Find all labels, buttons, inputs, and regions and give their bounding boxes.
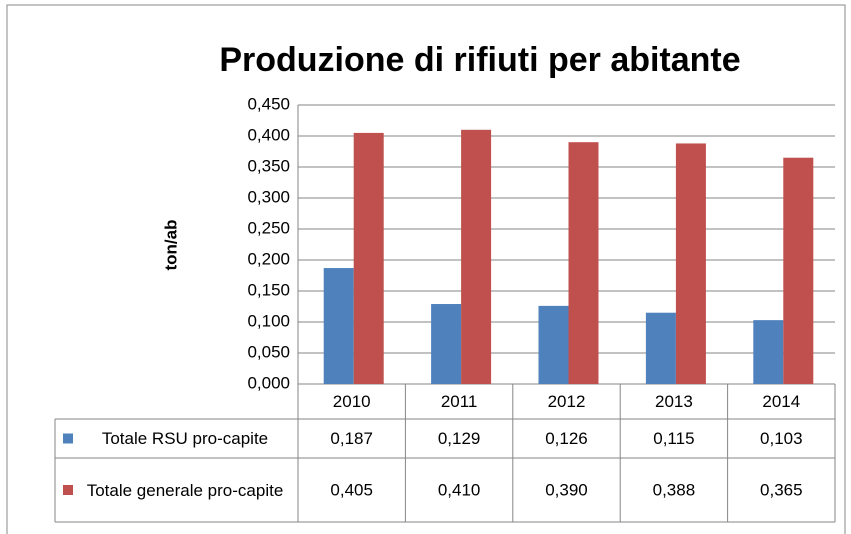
table-value: 0,410: [438, 480, 481, 499]
y-axis-label: ton/ab: [161, 220, 180, 271]
table-value: 0,405: [330, 480, 373, 499]
y-tick-label: 0,250: [247, 218, 290, 237]
table-value: 0,388: [653, 480, 696, 499]
table-value: 0,115: [653, 429, 694, 448]
x-tick-label: 2014: [762, 392, 800, 411]
y-tick-label: 0,400: [247, 125, 290, 144]
table-value: 0,126: [545, 429, 588, 448]
bar: [461, 129, 492, 384]
y-tick-label: 0,300: [247, 187, 290, 206]
bar: [538, 305, 569, 384]
table-value: 0,129: [438, 429, 481, 448]
y-tick-label: 0,000: [247, 373, 290, 392]
chart-title: Produzione di rifiuti per abitante: [219, 41, 740, 79]
bar: [431, 304, 462, 384]
y-tick-label: 0,200: [247, 249, 290, 268]
table-value: 0,390: [545, 480, 588, 499]
bar: [323, 268, 354, 384]
x-tick-label: 2010: [333, 392, 371, 411]
table-value: 0,187: [330, 429, 373, 448]
bar: [568, 142, 599, 384]
y-tick-label: 0,050: [247, 342, 290, 361]
bar: [353, 132, 384, 384]
bar: [675, 143, 706, 384]
y-tick-label: 0,350: [247, 156, 290, 175]
table-value: 0,365: [760, 480, 803, 499]
bar: [783, 157, 814, 384]
bar: [645, 312, 676, 384]
bar: [753, 320, 784, 384]
legend-key: [63, 433, 73, 444]
y-tick-label: 0,450: [247, 94, 290, 113]
legend-key: [63, 485, 73, 495]
legend-label: Totale generale pro-capite: [86, 480, 284, 500]
x-tick-label: 2011: [441, 392, 478, 411]
y-tick-label: 0,150: [247, 280, 290, 299]
legend-label: Totale RSU pro-capite: [101, 429, 269, 448]
x-tick-label: 2013: [655, 392, 693, 411]
table-value: 0,103: [760, 429, 803, 448]
y-tick-label: 0,100: [247, 311, 290, 330]
x-tick-label: 2012: [548, 392, 586, 411]
